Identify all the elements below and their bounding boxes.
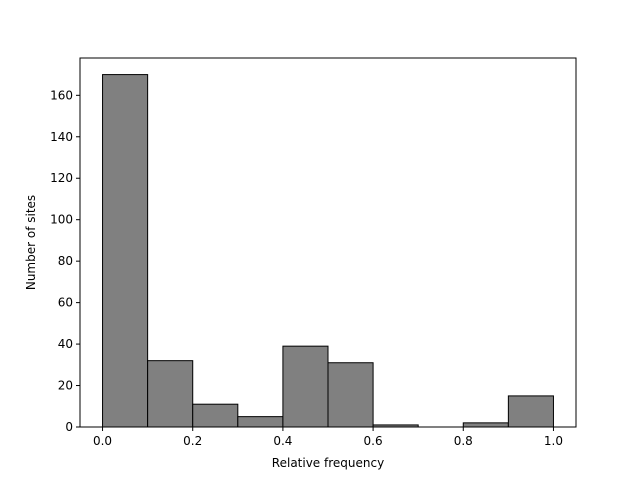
y-tick-label: 80 <box>58 254 73 268</box>
y-axis-ticks: 0 20 40 60 80 100 120 140 160 <box>50 88 80 434</box>
x-tick-label: 0.0 <box>93 434 112 448</box>
y-tick-label: 20 <box>58 379 73 393</box>
histogram-bar <box>282 345 329 428</box>
y-tick-label: 60 <box>58 296 73 310</box>
histogram-bar <box>462 422 509 428</box>
y-tick-label: 120 <box>50 171 73 185</box>
y-tick-label: 140 <box>50 130 73 144</box>
histogram-bar <box>507 395 554 428</box>
y-axis-label: Number of sites <box>24 195 38 290</box>
x-tick-label: 1.0 <box>544 434 563 448</box>
x-tick-label: 0.4 <box>273 434 292 448</box>
bars-group <box>102 74 554 428</box>
x-tick-label: 0.8 <box>454 434 473 448</box>
y-tick-label: 160 <box>50 88 73 102</box>
y-tick-label: 40 <box>58 337 73 351</box>
histogram-bar <box>147 360 194 428</box>
x-tick-label: 0.6 <box>364 434 383 448</box>
x-tick-label: 0.2 <box>183 434 202 448</box>
histogram-bar <box>192 403 239 428</box>
plot-frame <box>79 57 577 428</box>
histogram-bar <box>327 362 374 428</box>
histogram-bar <box>237 416 284 428</box>
histogram-bar <box>102 74 149 428</box>
y-tick-label: 0 <box>65 420 73 434</box>
y-tick-label: 100 <box>50 213 73 227</box>
x-axis-ticks: 0.0 0.2 0.4 0.6 0.8 1.0 <box>93 427 563 448</box>
x-axis-label: Relative frequency <box>272 456 384 470</box>
